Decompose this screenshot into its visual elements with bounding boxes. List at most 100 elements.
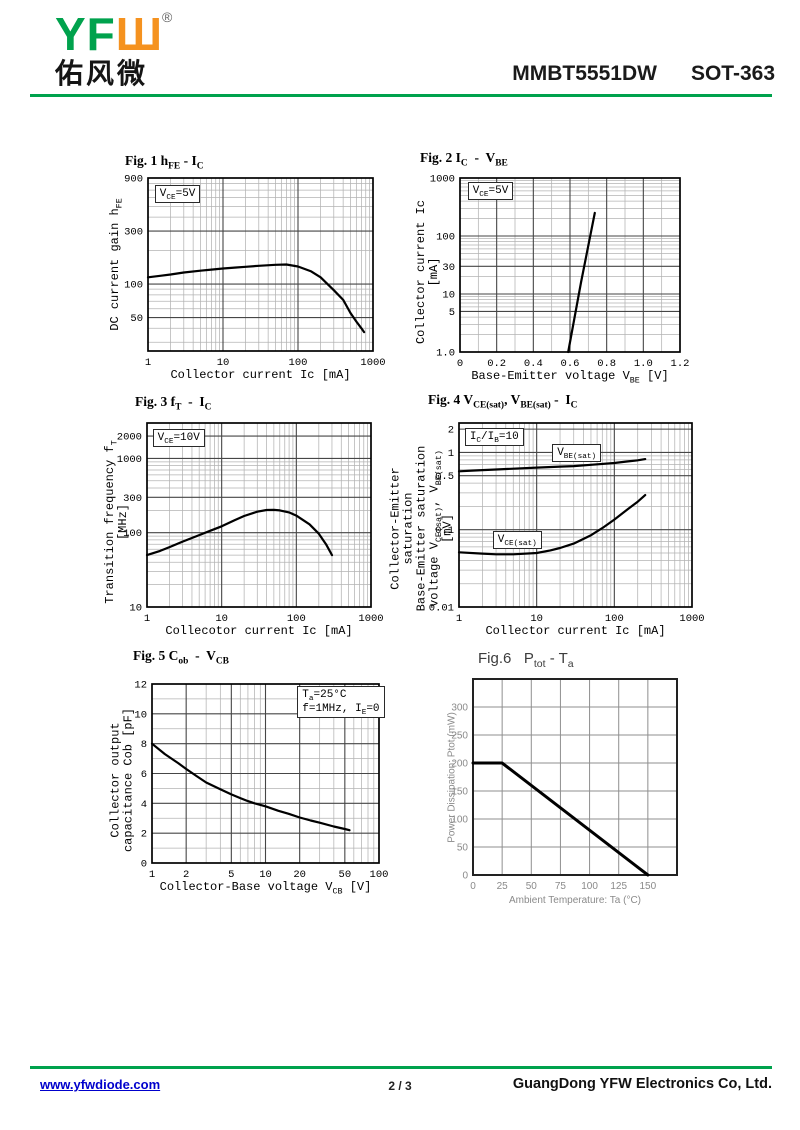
y-axis-label: Power Dissipation: Ptot (mW) (446, 711, 458, 843)
chart-canvas: 1 10 100 1000 2 1 0.5 0.1 0.01 (429, 422, 705, 625)
logo-text-yf: YF (55, 8, 116, 60)
svg-text:200: 200 (451, 759, 468, 770)
svg-text:10: 10 (134, 709, 147, 721)
svg-text:20: 20 (293, 869, 306, 881)
svg-text:2000: 2000 (117, 432, 142, 444)
svg-text:2: 2 (183, 869, 189, 881)
x-axis-label: Collecotor current Ic [mA] (165, 624, 353, 638)
svg-text:4: 4 (141, 799, 147, 811)
svg-text:100: 100 (123, 528, 142, 540)
svg-text:100: 100 (451, 815, 468, 826)
chart-annotation: VBE(sat) (552, 444, 602, 463)
svg-text:100: 100 (370, 869, 389, 881)
figure-title: Fig. 2 IC - VBE (420, 150, 508, 169)
svg-text:150: 150 (640, 881, 657, 892)
svg-text:1.0: 1.0 (634, 358, 653, 370)
svg-text:1: 1 (448, 448, 454, 460)
document-title: MMBT5551DW SOT-363 (512, 62, 775, 86)
svg-text:1000: 1000 (430, 174, 455, 186)
page-number: 2 / 3 (388, 1079, 412, 1093)
svg-text:75: 75 (555, 881, 567, 892)
chart-canvas: 0 25 50 75 100 125 150 0 50 100 150 200 250 300 (451, 678, 678, 892)
company-name: GuangDong YFW Electronics Co, Ltd. (512, 1076, 772, 1092)
svg-text:2: 2 (448, 425, 454, 437)
svg-text:250: 250 (451, 731, 468, 742)
svg-text:0: 0 (457, 358, 463, 370)
svg-text:0.6: 0.6 (561, 358, 580, 370)
chart-annotation: VCE(sat) (492, 530, 542, 549)
svg-text:100: 100 (581, 881, 598, 892)
svg-text:10: 10 (129, 603, 142, 615)
footer-divider (30, 1066, 772, 1069)
svg-text:12: 12 (134, 680, 147, 692)
header-divider (30, 94, 772, 97)
svg-text:0: 0 (470, 881, 476, 892)
svg-text:1000: 1000 (360, 357, 385, 369)
svg-text:0.01: 0.01 (429, 603, 454, 615)
svg-text:50: 50 (130, 313, 143, 325)
x-axis-label: Collector-Base voltage VCB [V] (159, 880, 372, 897)
svg-text:10: 10 (530, 613, 543, 625)
svg-text:300: 300 (124, 227, 143, 239)
svg-text:1: 1 (456, 613, 462, 625)
svg-text:150: 150 (451, 787, 468, 798)
svg-text:5: 5 (228, 869, 234, 881)
svg-text:1000: 1000 (679, 613, 704, 625)
part-number: MMBT5551DW (512, 62, 657, 85)
svg-text:125: 125 (610, 881, 627, 892)
svg-text:0.4: 0.4 (524, 358, 543, 370)
chart-annotation: VCE=5V (154, 184, 201, 203)
svg-text:10: 10 (259, 869, 272, 881)
svg-text:0.2: 0.2 (487, 358, 506, 370)
svg-text:6: 6 (141, 769, 147, 781)
svg-text:50: 50 (339, 869, 352, 881)
svg-text:0.1: 0.1 (435, 525, 454, 537)
figure-title: Fig. 3 fT - IC (135, 394, 212, 413)
svg-text:100: 100 (287, 613, 306, 625)
svg-text:100: 100 (436, 232, 455, 244)
package-name: SOT-363 (690, 62, 775, 85)
svg-text:1: 1 (144, 613, 150, 625)
x-axis-label: Collector current Ic [mA] (170, 368, 351, 382)
svg-text:50: 50 (457, 843, 469, 854)
svg-text:300: 300 (451, 703, 468, 714)
chart-annotation: VCE=5V (467, 182, 514, 201)
svg-text:1000: 1000 (358, 613, 383, 625)
website-link[interactable]: www.yfwdiode.com (40, 1077, 161, 1092)
figure-title: Fig. 5 Cob - VCB (133, 648, 229, 667)
svg-text:8: 8 (141, 739, 147, 751)
y-axis-label: Transition frequency fT [MHz] (103, 439, 130, 604)
x-axis-label: Ambient Temperature: Ta (°C) (508, 895, 642, 906)
svg-text:100: 100 (289, 357, 308, 369)
svg-text:0: 0 (141, 859, 147, 871)
svg-text:10: 10 (215, 613, 228, 625)
svg-text:2: 2 (141, 829, 147, 841)
chart-annotation: IC/IB=10 (464, 427, 524, 446)
svg-text:1: 1 (145, 357, 151, 369)
y-axis-label: DC current gain hFE (107, 198, 124, 331)
y-axis-label: Collector current Ic [mA] (414, 199, 441, 344)
x-axis-label: Collector current Ic [mA] (485, 624, 666, 638)
svg-text:900: 900 (124, 174, 143, 186)
svg-text:5: 5 (449, 307, 455, 319)
registered-trademark-icon: ® (162, 9, 173, 25)
yfw-logo: YFШ® 佑风微 (55, 10, 172, 88)
svg-text:30: 30 (442, 262, 455, 274)
svg-text:1.2: 1.2 (671, 358, 690, 370)
figure-title: Fig. 4 VCE(sat), VBE(sat) - IC (428, 392, 578, 411)
svg-text:0.8: 0.8 (597, 358, 616, 370)
figure-title: Fig.6 Ptot - Ta (478, 650, 574, 670)
svg-text:1.0: 1.0 (436, 348, 455, 360)
svg-text:10: 10 (217, 357, 230, 369)
x-axis-label: Base-Emitter voltage VBE [V] (471, 369, 669, 386)
svg-text:100: 100 (124, 280, 143, 292)
chart-canvas: 0 0.2 0.4 0.6 0.8 1.0 1.2 1000 100 30 10 5 1.0 (430, 174, 690, 371)
svg-text:300: 300 (123, 493, 142, 505)
svg-text:25: 25 (497, 881, 509, 892)
